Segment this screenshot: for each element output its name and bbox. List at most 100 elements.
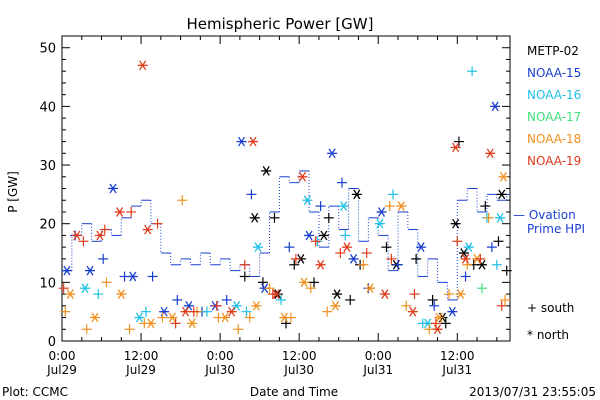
- legend-marker-north: * north: [527, 328, 569, 342]
- south-marker: [401, 300, 412, 311]
- south-marker: [453, 136, 464, 147]
- south-marker: [124, 324, 135, 335]
- south-marker: [361, 248, 372, 259]
- north-marker: [379, 289, 390, 299]
- south-marker: [310, 236, 321, 247]
- north-marker: [137, 60, 148, 71]
- south-marker: [386, 253, 397, 264]
- south-marker: [201, 306, 212, 317]
- south-marker: [244, 312, 255, 323]
- north-marker: [299, 277, 310, 288]
- satellite-markers: [58, 60, 512, 335]
- south-marker: [284, 242, 295, 253]
- north-marker: [496, 189, 507, 200]
- south-marker: [381, 242, 392, 253]
- legend-entry: NOAA-15: [527, 66, 581, 80]
- x-tick-label-time: 12:00: [282, 349, 317, 363]
- south-marker: [58, 283, 69, 294]
- x-tick-label-date: Jul30: [204, 363, 235, 377]
- x-tick-label-time: 12:00: [440, 349, 475, 363]
- y-tick-label: 20: [39, 218, 56, 233]
- north-marker: [183, 300, 194, 311]
- north-marker: [226, 306, 237, 317]
- x-tick-label-time: 0:00: [49, 349, 76, 363]
- south-marker: [239, 271, 250, 282]
- legend-ovation-line2: Prime HPI: [527, 222, 585, 236]
- south-marker: [177, 195, 188, 206]
- north-marker: [341, 242, 352, 253]
- y-axis: 0 10 20 30 40 50: [39, 35, 510, 350]
- south-marker: [126, 206, 137, 217]
- south-marker: [147, 271, 158, 282]
- north-marker: [315, 259, 326, 270]
- south-marker: [388, 189, 399, 200]
- south-marker: [99, 224, 110, 235]
- north-marker: [374, 218, 385, 229]
- north-marker: [450, 142, 461, 153]
- south-marker: [211, 300, 222, 311]
- south-marker: [323, 212, 334, 223]
- x-axis: 0:00Jul2912:00Jul290:00Jul3012:00Jul300:…: [46, 36, 498, 377]
- north-marker: [180, 306, 191, 317]
- south-marker: [98, 253, 109, 264]
- x-tick-label-time: 12:00: [124, 349, 159, 363]
- north-marker: [450, 218, 461, 229]
- y-tick-label: 0: [48, 335, 56, 350]
- south-marker: [475, 253, 486, 264]
- south-marker: [384, 201, 395, 212]
- north-marker: [248, 136, 259, 147]
- north-marker: [220, 312, 231, 323]
- north-marker: [279, 312, 290, 323]
- north-marker: [231, 300, 242, 311]
- south-marker: [411, 253, 422, 264]
- north-marker: [327, 148, 338, 159]
- north-marker: [407, 306, 418, 317]
- x-tick-label-date: Jul31: [362, 363, 393, 377]
- north-marker: [271, 289, 282, 299]
- y-tick-label: 40: [39, 100, 56, 115]
- north-marker: [187, 318, 198, 329]
- north-marker: [485, 148, 496, 159]
- north-marker: [89, 312, 100, 323]
- north-marker: [447, 306, 458, 317]
- north-marker: [376, 207, 387, 217]
- north-marker: [463, 242, 474, 253]
- legend-entry: NOAA-18: [527, 132, 581, 146]
- south-marker: [493, 236, 504, 247]
- north-marker: [396, 201, 407, 211]
- north-marker: [61, 265, 72, 276]
- south-marker: [81, 324, 92, 335]
- ovation-prime-series: [62, 170, 510, 301]
- south-marker: [496, 300, 507, 311]
- y-tick-label: 50: [39, 42, 56, 57]
- north-marker: [458, 248, 469, 258]
- chart-title: Hemispheric Power [GW]: [187, 15, 374, 33]
- south-marker: [309, 277, 319, 288]
- north-marker: [495, 212, 506, 223]
- legend: METP-02 NOAA-15 NOAA-16 NOAA-17 NOAA-18 NOAA-…: [513, 44, 585, 342]
- south-marker: [170, 318, 181, 329]
- north-marker: [142, 224, 153, 235]
- south-marker: [264, 283, 275, 294]
- north-marker: [460, 254, 471, 264]
- north-marker: [108, 183, 119, 194]
- south-marker: [500, 294, 511, 305]
- north-marker: [159, 306, 170, 317]
- y-axis-label: P [GW]: [6, 171, 20, 213]
- south-marker: [157, 312, 168, 323]
- south-marker: [239, 259, 250, 270]
- south-marker: [141, 306, 151, 317]
- y-tick-label: 10: [39, 276, 56, 291]
- footer-plot-credit: Plot: CCMC: [2, 385, 68, 399]
- north-marker: [348, 254, 359, 264]
- north-marker: [94, 230, 105, 241]
- north-marker: [71, 230, 82, 241]
- south-marker: [322, 306, 333, 317]
- legend-entry: NOAA-17: [527, 110, 581, 124]
- south-marker: [491, 259, 502, 270]
- north-marker: [127, 271, 138, 282]
- legend-ovation-line1: — Ovation: [513, 208, 576, 222]
- x-tick-label-date: Jul29: [46, 363, 77, 377]
